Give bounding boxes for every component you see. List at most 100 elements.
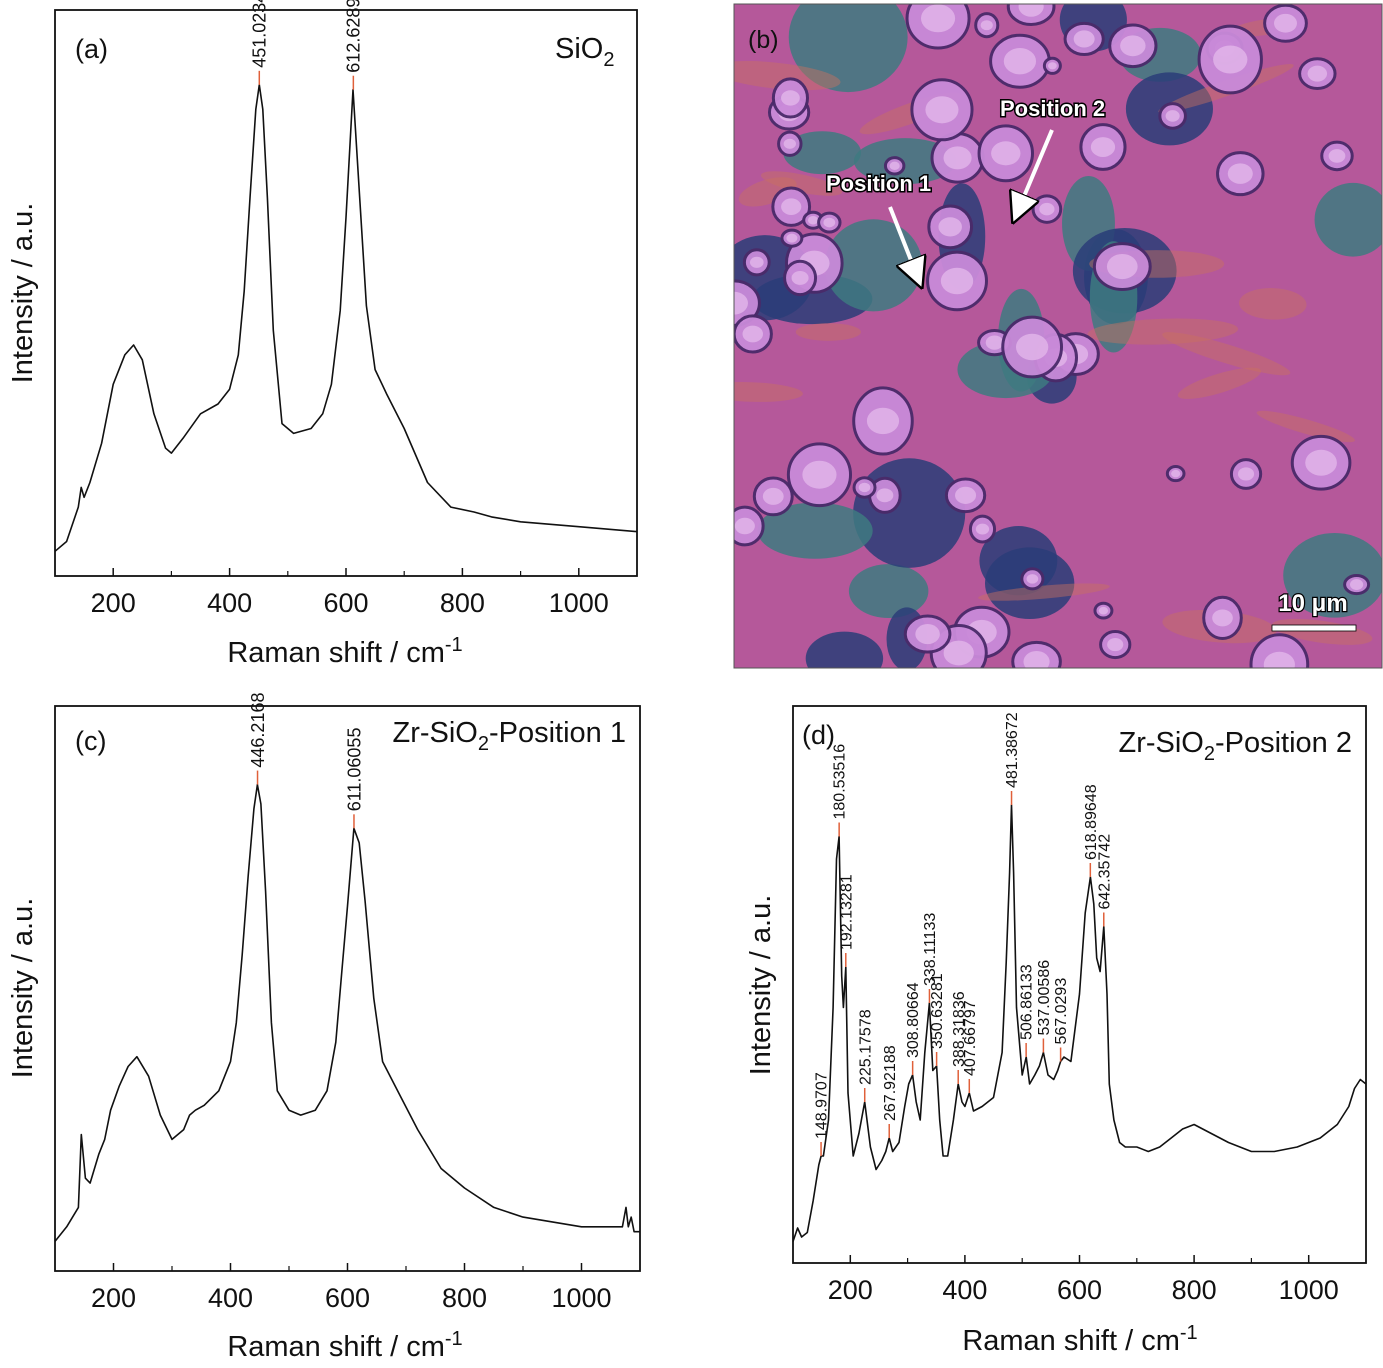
particle-core — [1165, 110, 1180, 122]
particle-core — [742, 325, 764, 343]
particle-core — [1171, 469, 1181, 478]
peak-label: 338.11133 — [922, 913, 939, 986]
peak-label: 567.0293 — [1053, 978, 1070, 1045]
panel-c: 200 400 600 800 1000 446.2168 611.06055 (c) Zr… — [7, 693, 641, 1363]
panel-c-xlabel: Raman shift / cm-1 — [227, 1328, 462, 1363]
peak-label: 148.9707 — [814, 1072, 831, 1139]
particle-core — [1003, 48, 1037, 75]
panel-d-title-prefix: Zr-SiO — [1118, 727, 1203, 759]
particle-core — [858, 482, 871, 493]
x-tick-label-600: 600 — [323, 588, 368, 618]
particle-core — [1073, 30, 1095, 48]
panel-a-label: (a) — [75, 34, 108, 64]
spectrum-line — [792, 804, 1367, 1242]
panel-a-ylabel: Intensity / a.u. — [7, 203, 39, 384]
panel-a-plot: 200 400 600 800 1000 451.02344 612.6289 — [54, 0, 638, 618]
particle-core — [823, 217, 836, 228]
peak-label: 506.86133 — [1019, 964, 1036, 1040]
particle-core — [1350, 579, 1364, 590]
panel-d-title: Zr-SiO2-Position 2 — [1118, 727, 1352, 765]
peak-label: 446.2168 — [248, 693, 268, 768]
peak-label: 225.17578 — [857, 1009, 874, 1085]
position-1-arrow — [888, 206, 918, 278]
particle-core — [749, 256, 764, 268]
phase-region — [1283, 532, 1382, 618]
particle-core — [1328, 149, 1346, 163]
micrograph-border — [733, 3, 1383, 669]
panel-d-title-suffix: -Position 2 — [1215, 727, 1352, 759]
peak-label: 618.89648 — [1083, 784, 1100, 860]
x-tick-label-1000: 1000 — [1279, 1275, 1339, 1305]
x-tick-label-400: 400 — [942, 1275, 987, 1305]
particle-core — [938, 217, 962, 237]
matrix-streak — [734, 60, 841, 91]
panel-a-xlabel-superscript: -1 — [445, 634, 463, 656]
panel-b-micrograph: (b) Position 2 Position 1 10 μm — [733, 3, 1383, 669]
particle-core — [1213, 45, 1248, 74]
panel-c-xlabel-superscript: -1 — [445, 1328, 463, 1350]
matrix-streak — [1087, 318, 1239, 345]
particle-core — [1120, 35, 1146, 57]
matrix-streak — [1162, 332, 1291, 376]
particle-core — [802, 460, 837, 489]
particle-core — [1039, 202, 1055, 216]
x-tick-label-600: 600 — [1057, 1275, 1102, 1305]
particle-core — [1307, 65, 1328, 82]
particle-core — [1026, 574, 1039, 584]
panel-d-ylabel: Intensity / a.u. — [745, 895, 777, 1076]
particle-core — [791, 270, 809, 285]
particle-core — [943, 146, 972, 170]
particle-core — [1098, 606, 1109, 615]
x-tick-label-400: 400 — [207, 588, 252, 618]
particle-core — [783, 138, 796, 149]
x-tick-label-800: 800 — [1172, 1275, 1217, 1305]
peak-label: 180.53516 — [832, 744, 849, 820]
particle-core — [920, 4, 956, 33]
particle-core — [734, 291, 748, 315]
panel-c-xlabel-text: Raman shift / cm — [227, 1331, 445, 1363]
phase-region — [805, 631, 884, 668]
particle-core — [1227, 163, 1253, 184]
matrix-streak — [734, 382, 803, 402]
panel-a-frame — [54, 9, 638, 577]
panel-c-title: Zr-SiO2-Position 1 — [392, 717, 626, 755]
peak-label: 350.63281 — [929, 973, 946, 1049]
particle-core — [955, 486, 977, 504]
particle-core — [889, 161, 900, 170]
panel-d-plot: 200 400 600 800 1000 148.9707 180.53516 192.132… — [792, 712, 1367, 1305]
peak-label: 192.13281 — [838, 874, 855, 950]
particle-core — [762, 487, 784, 505]
panel-c-title-subscript: 2 — [478, 733, 489, 755]
panel-a-title: SiO2 — [555, 33, 614, 71]
panel-a-xlabel-text: Raman shift / cm — [227, 637, 445, 669]
matrix-streak — [1239, 288, 1307, 320]
particle-core — [781, 90, 800, 106]
phase-region — [1314, 182, 1382, 257]
x-tick-label-1000: 1000 — [549, 588, 609, 618]
panel-c-ylabel: Intensity / a.u. — [7, 898, 39, 1079]
particle-core — [807, 216, 819, 225]
spectrum-line — [54, 783, 640, 1242]
x-tick-label-800: 800 — [442, 1283, 487, 1313]
matrix-streak — [795, 323, 861, 341]
particle-core — [1274, 13, 1297, 33]
particle-core — [1305, 449, 1337, 476]
panel-a-title-formula: SiO — [555, 33, 603, 65]
panel-a-title-subscript: 2 — [603, 49, 614, 71]
phase-region — [853, 458, 966, 568]
position-1-label: Position 1 — [826, 171, 931, 196]
particle-core — [980, 20, 993, 31]
particle-core — [985, 335, 1004, 350]
particle-core — [915, 624, 940, 645]
x-tick-label-1000: 1000 — [551, 1283, 611, 1313]
position-2-label: Position 2 — [1000, 96, 1105, 121]
particle-core — [876, 488, 894, 503]
particle-core — [1023, 650, 1050, 668]
phase-region — [853, 138, 957, 185]
peak-label: 642.35742 — [1096, 834, 1113, 910]
particle-core — [1018, 4, 1044, 17]
scale-bar-label: 10 μm — [1278, 590, 1347, 617]
particle-core — [1263, 651, 1295, 668]
particle-core — [1107, 638, 1124, 652]
